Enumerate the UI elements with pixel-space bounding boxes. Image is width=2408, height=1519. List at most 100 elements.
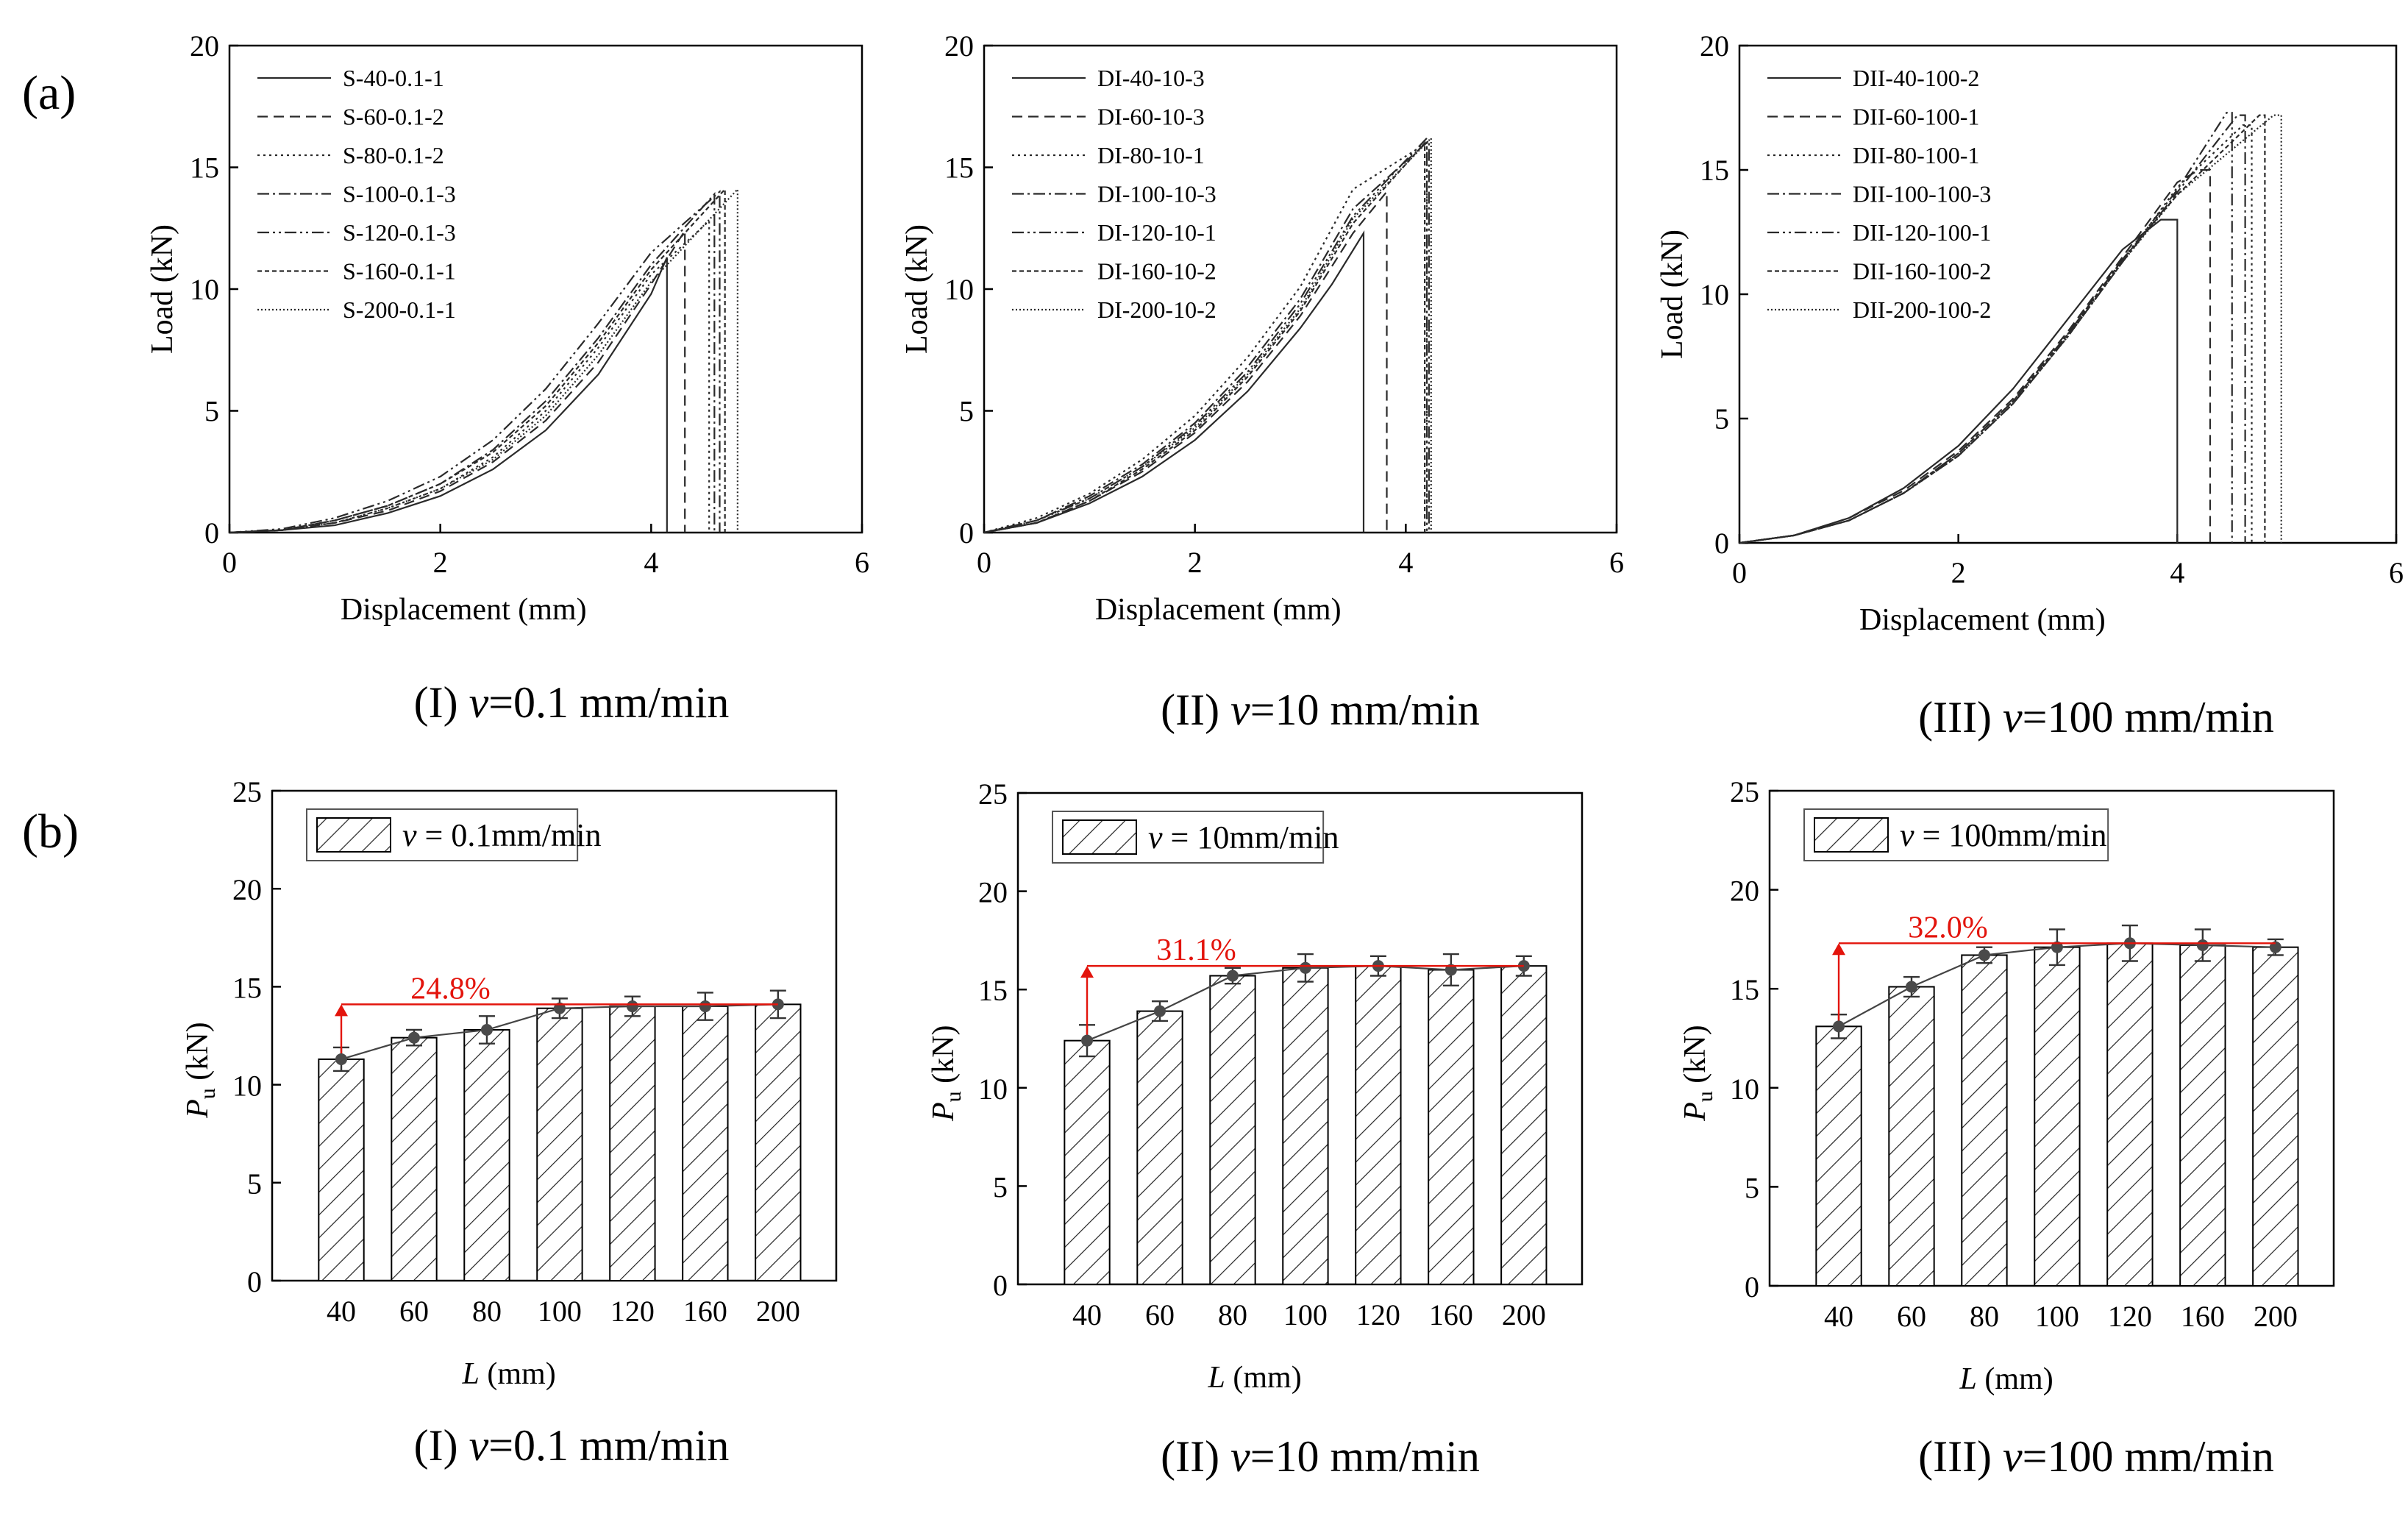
x-tick-label: 6: [2389, 556, 2404, 589]
x-tick-label: 2: [1951, 556, 1966, 589]
series-line-S-120-0.1-3: [229, 190, 721, 534]
legend-label: S-100-0.1-3: [343, 181, 456, 207]
plot-frame: [228, 44, 863, 534]
x-tick-label: 0: [977, 546, 991, 579]
x-tick-label: 120: [1356, 1298, 1400, 1331]
plot-frame: [983, 44, 1618, 534]
mean-marker: [1905, 981, 1917, 993]
x-tick-label: 120: [610, 1295, 655, 1328]
bar-L40: [1815, 1025, 1862, 1287]
x-tick-label: 4: [2170, 556, 2184, 589]
legend-label: DI-80-10-1: [1097, 142, 1205, 168]
y-tick-label: 0: [1745, 1270, 1759, 1303]
x-tick-label: 2: [1188, 546, 1203, 579]
x-tick-label: 200: [756, 1295, 800, 1328]
x-tick-label: 60: [1145, 1298, 1175, 1331]
legend-label: S-200-0.1-1: [343, 296, 456, 323]
y-tick-label: 5: [959, 395, 974, 428]
series-line-S-80-0.1-2: [229, 218, 710, 534]
legend-label: DII-80-100-1: [1853, 142, 1979, 168]
x-tick-label: 100: [1283, 1298, 1328, 1331]
series-line-S-160-0.1-1: [229, 187, 726, 534]
x-tick-label: 200: [1502, 1298, 1546, 1331]
y-tick-label: 25: [232, 775, 262, 808]
legend-label: v = 0.1mm/min: [402, 817, 601, 853]
panel-b-label: (b): [22, 805, 79, 858]
x-tick-label: 0: [222, 546, 237, 579]
series-line-DII-100-100-3: [1739, 114, 2246, 544]
x-tick-label: 120: [2108, 1300, 2152, 1333]
y-tick-label: 10: [1730, 1072, 1759, 1106]
bar-L120: [2106, 942, 2154, 1287]
y-axis-label: Pu (kN): [181, 1022, 220, 1118]
bar-L100: [2034, 946, 2081, 1287]
x-axis-label: L (mm): [462, 1357, 556, 1391]
legend-label: S-160-0.1-1: [343, 258, 456, 285]
y-tick-label: 10: [232, 1070, 262, 1103]
legend-label: S-40-0.1-1: [343, 65, 444, 91]
bar-L120: [1355, 965, 1402, 1285]
y-tick-label: 5: [204, 395, 219, 428]
y-tick-label: 0: [959, 516, 974, 549]
mean-marker: [1081, 1034, 1094, 1047]
bar-L120: [609, 1006, 656, 1282]
bar-L60: [391, 1036, 438, 1281]
increase-label: 24.8%: [410, 972, 491, 1006]
x-tick-label: 4: [1398, 546, 1413, 579]
x-tick-label: 160: [683, 1295, 727, 1328]
x-tick-label: 80: [1218, 1298, 1247, 1331]
plot-frame: [1738, 44, 2398, 544]
y-tick-label: 20: [1700, 29, 1729, 63]
increase-arrow-head: [1080, 966, 1094, 978]
mean-marker: [2196, 939, 2209, 951]
x-tick-label: 2: [433, 546, 448, 579]
x-tick-label: 6: [1609, 546, 1624, 579]
legend-label: S-80-0.1-2: [343, 142, 444, 168]
bar-L60: [1136, 1010, 1183, 1286]
y-tick-label: 10: [944, 273, 974, 306]
y-axis-label: Load (kN): [900, 224, 934, 354]
legend-label: DII-100-100-3: [1853, 181, 1991, 207]
caption-a-2: (II) v=10 mm/min: [1161, 686, 1480, 734]
legend-label: DI-100-10-3: [1097, 181, 1217, 207]
series-line-DII-160-100-2: [1739, 114, 2266, 544]
x-tick-label: 80: [472, 1295, 502, 1328]
load-displacement-chart-1: 0 5 10 15 20 0 2 4 6 Displacement (mm) Load (kN) S-…: [146, 29, 869, 727]
series-line-S-200-0.1-1: [229, 187, 738, 534]
y-tick-label: 10: [978, 1072, 1008, 1106]
y-tick-label: 15: [1700, 154, 1729, 187]
x-tick-label: 200: [2254, 1300, 2298, 1333]
series-line-DII-120-100-1: [1739, 112, 2233, 544]
legend-label: DII-120-100-1: [1853, 219, 1991, 246]
x-tick-label: 100: [2035, 1300, 2079, 1333]
y-tick-label: 15: [944, 152, 974, 185]
caption-a-3: (III) v=100 mm/min: [1918, 693, 2274, 741]
y-tick-label: 5: [247, 1167, 262, 1200]
x-tick-label: 40: [1072, 1298, 1102, 1331]
x-axis-label: L (mm): [1208, 1361, 1302, 1395]
y-axis-label: Load (kN): [1656, 230, 1689, 359]
legend-label: v = 10mm/min: [1148, 819, 1339, 855]
x-tick-label: 100: [538, 1295, 582, 1328]
caption-b-3: (III) v=100 mm/min: [1918, 1432, 2274, 1481]
mean-marker: [553, 1002, 566, 1014]
x-axis-label: Displacement (mm): [1859, 603, 2106, 637]
mean-marker: [699, 1000, 711, 1013]
y-tick-label: 15: [978, 974, 1008, 1007]
x-tick-label: 60: [1897, 1300, 1926, 1333]
bar-L80: [1961, 954, 2008, 1287]
peak-load-bar-chart-1: 0 5 10 15 20 25 40 60 80 100 120 160 200 24.8% v = 0.1…: [181, 775, 838, 1470]
mean-marker: [2269, 941, 2281, 953]
bar-L160: [2179, 944, 2226, 1287]
legend-label: DI-200-10-2: [1097, 296, 1217, 323]
y-tick-label: 15: [1730, 973, 1759, 1006]
bar-L200: [1500, 965, 1547, 1285]
series-line-DII-200-100-2: [1739, 114, 2282, 544]
bar-L80: [1209, 975, 1256, 1285]
x-tick-label: 80: [1970, 1300, 1999, 1333]
series-line-DI-120-10-1: [983, 136, 1428, 534]
series-line-DI-100-10-3: [983, 138, 1430, 534]
mean-marker: [335, 1053, 348, 1065]
